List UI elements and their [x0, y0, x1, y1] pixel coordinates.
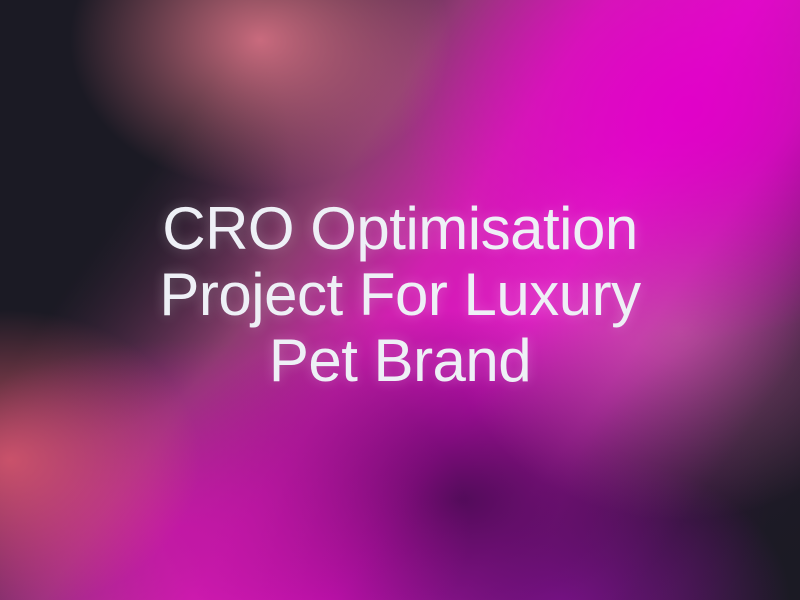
page-title: CRO Optimisation Project For Luxury Pet …: [0, 196, 800, 394]
title-line-3: Pet Brand: [268, 327, 532, 394]
title-line-1: CRO Optimisation: [162, 195, 638, 262]
title-line-2: Project For Luxury: [159, 261, 641, 328]
